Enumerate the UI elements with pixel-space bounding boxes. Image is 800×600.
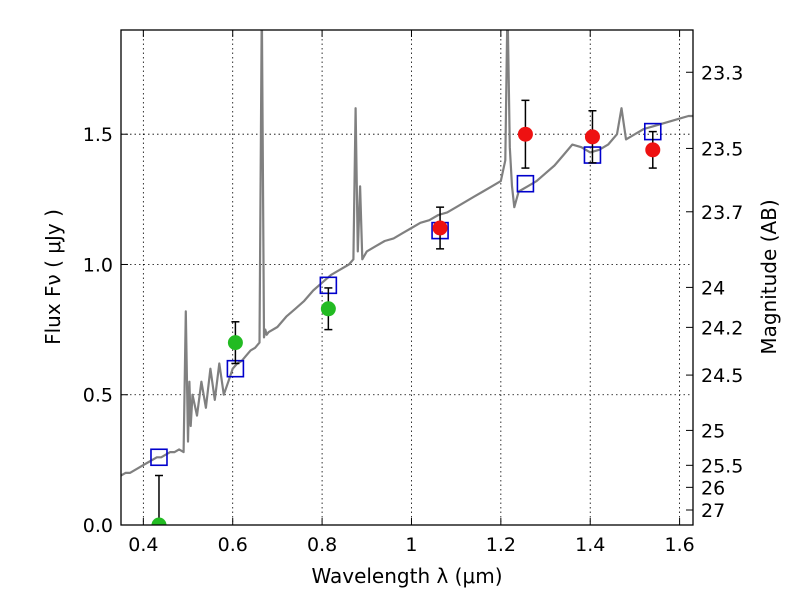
y2-tick-label: 23.7 — [701, 202, 743, 224]
data-layer — [121, 30, 693, 525]
x-axis-label: Wavelength λ (μm) — [311, 564, 502, 588]
y2-tick-label: 23.5 — [701, 138, 743, 160]
x-tick-label: 0.4 — [128, 534, 158, 556]
optical-data-point — [320, 301, 336, 317]
x-tick-label: 1.4 — [575, 534, 605, 556]
y-tick-label: 0.5 — [83, 385, 113, 407]
optical-data-point — [151, 517, 167, 525]
y-axis-label: Flux Fν ( μJy ) — [41, 209, 65, 345]
model-photometry-square — [150, 448, 168, 467]
y2-tick-label: 24.5 — [701, 365, 743, 387]
plot-frame — [120, 29, 694, 526]
grid-layer — [121, 30, 693, 526]
y2-tick-label: 24.2 — [701, 317, 743, 339]
x-tick-label: 1.6 — [664, 534, 694, 556]
y-tick-label: 1.5 — [83, 124, 113, 146]
x-tick-label: 1 — [405, 534, 417, 556]
infrared-data-point — [517, 126, 533, 142]
model-spectrum-line — [121, 30, 693, 477]
x-tick-label: 0.6 — [218, 534, 248, 556]
y2-tick-label: 24 — [701, 277, 725, 299]
x-tick-label: 0.8 — [307, 534, 337, 556]
model-photometry-square — [516, 174, 535, 193]
infrared-data-point — [432, 220, 448, 236]
infrared-data-point — [645, 142, 661, 158]
y-tick-label: 0.0 — [83, 515, 113, 537]
y2-axis-label: Magnitude (AB) — [757, 199, 781, 354]
y2-tick-label: 23.3 — [701, 62, 743, 84]
x-tick-label: 1.2 — [486, 534, 516, 556]
y2-tick-label: 25 — [701, 420, 725, 442]
optical-data-point — [227, 335, 243, 351]
y2-tick-label: 25.5 — [701, 455, 743, 477]
infrared-data-point — [584, 129, 600, 145]
y2-tick-label: 26 — [701, 477, 725, 499]
y-tick-label: 1.0 — [83, 254, 113, 276]
axis-layer: 0.4 0.6 0.8 1 1.2 1.4 1.6 0.0 0.5 1.0 1.5 23.3 23.5 2… — [83, 30, 743, 556]
y2-tick-label: 27 — [701, 500, 725, 522]
